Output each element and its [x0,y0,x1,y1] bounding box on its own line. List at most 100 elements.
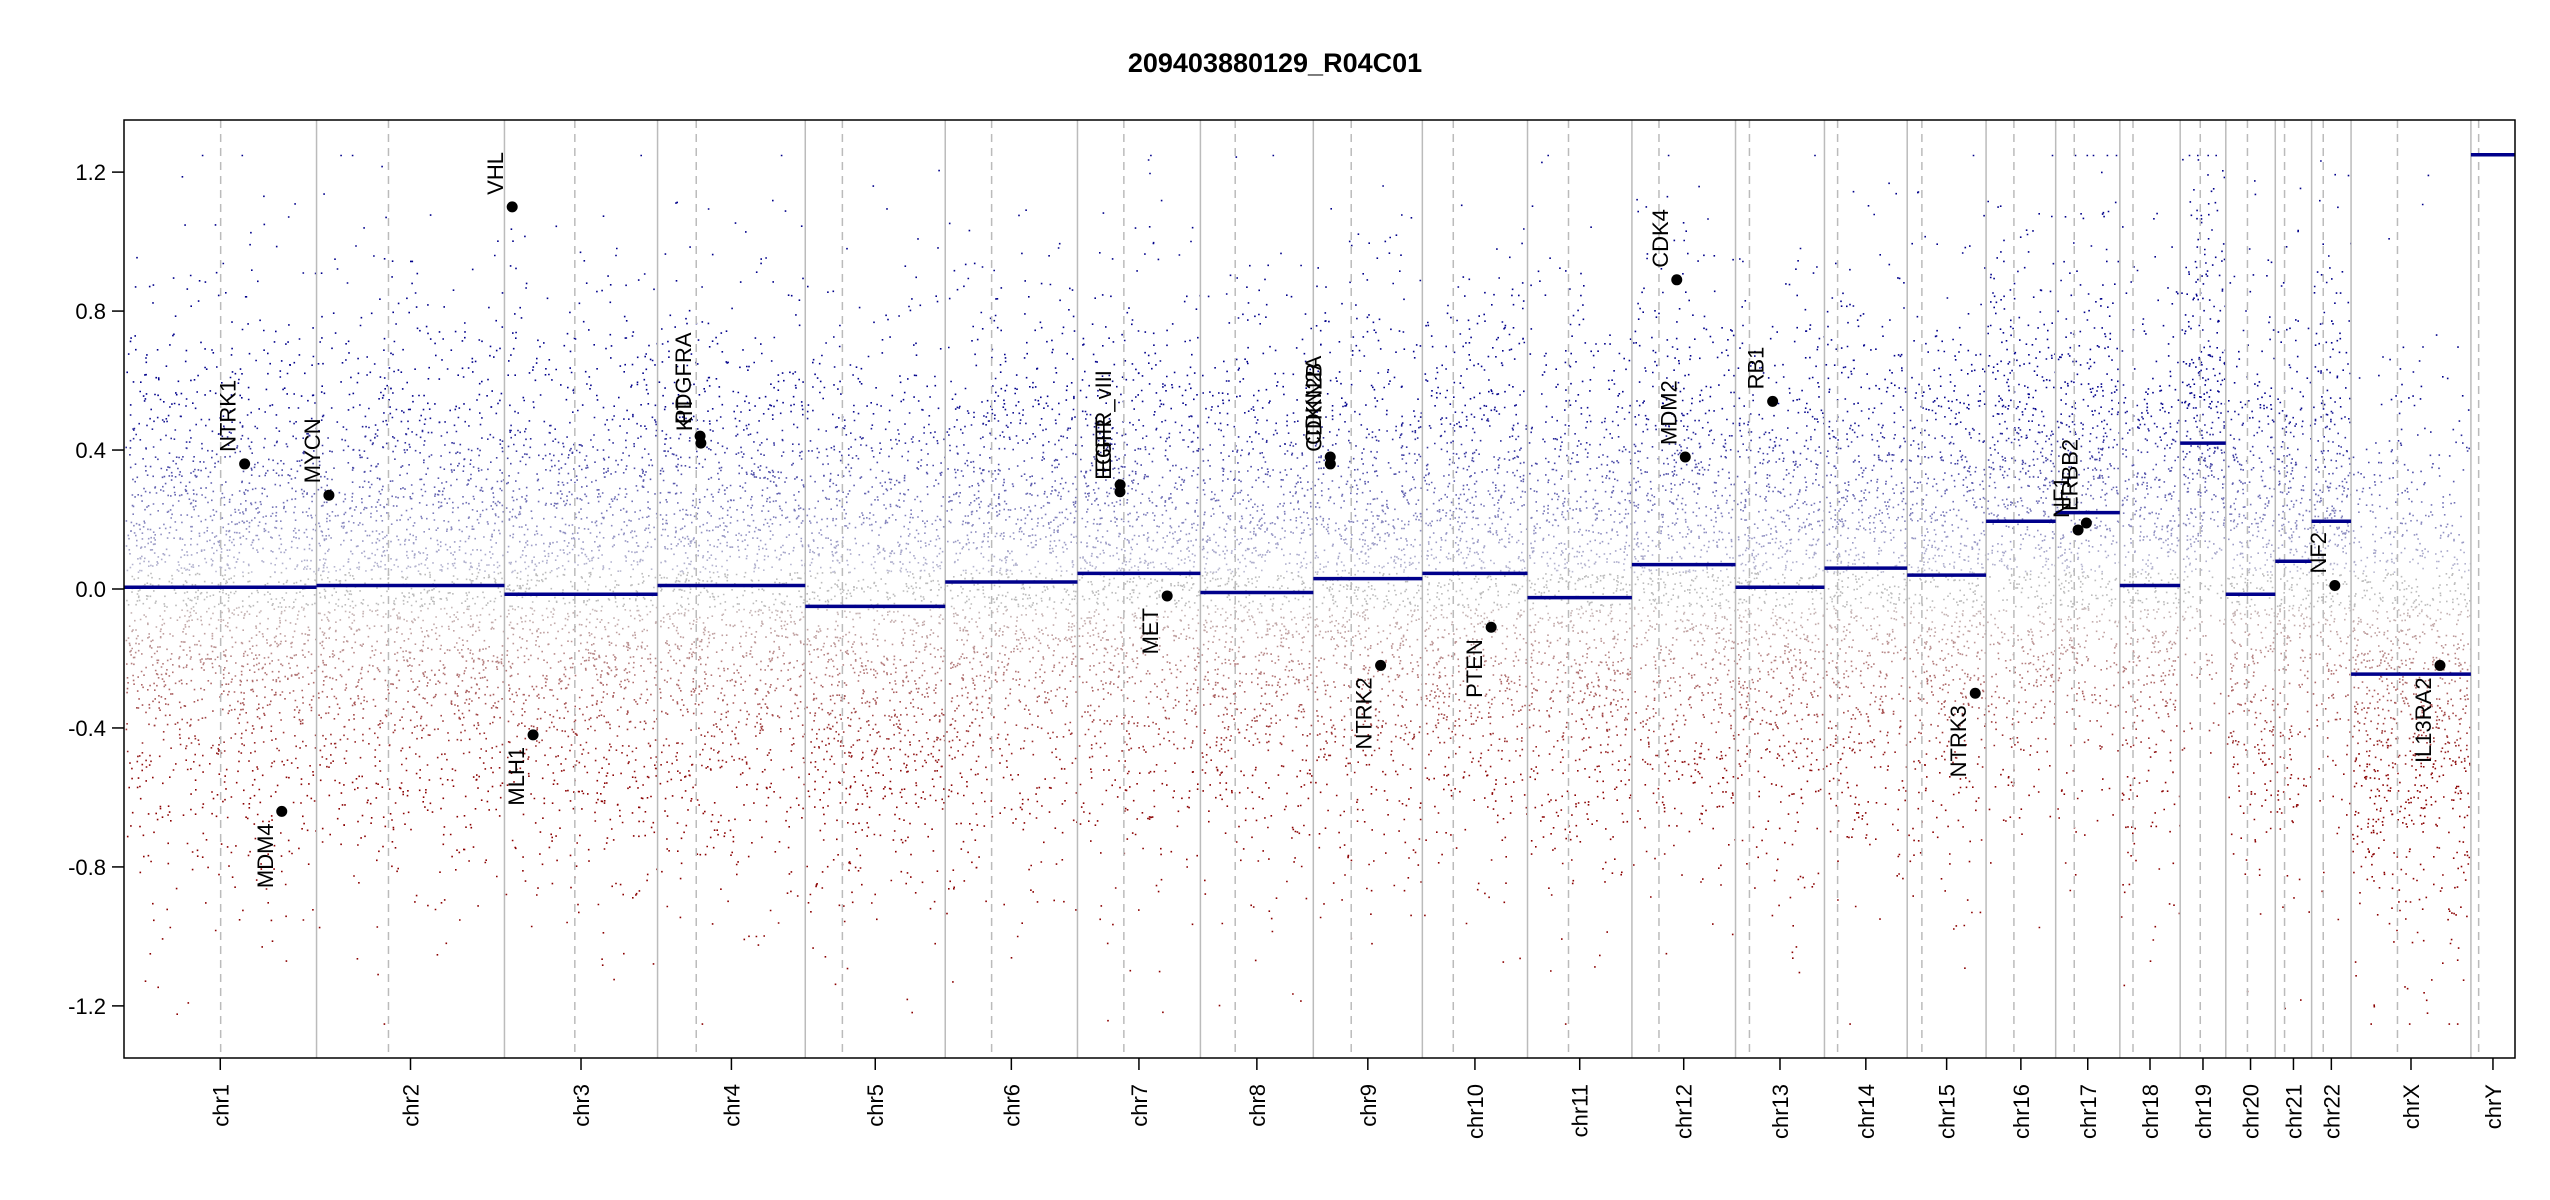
probe-point-group [136,689,2462,692]
probe-point-group [295,757,2466,760]
probe-point-group [132,505,2381,508]
probe-point-group [285,443,2173,445]
probe-point-group [169,526,2250,529]
gene-label: NTRK3 [1946,705,1971,777]
gene-label: NTRK2 [1352,677,1377,749]
probe-point-group [527,758,2292,761]
probe-point-group [347,408,2470,412]
probe-point-group [183,704,2454,707]
probe-point-group [130,653,2450,656]
chr-label: chrY [2481,1084,2506,1130]
probe-point-group [214,536,2395,539]
probe-point-group [153,682,2451,685]
probe-point-group [218,541,2465,544]
probe-point-group [169,617,2432,620]
probe-point-group [137,493,2451,496]
gene-marker-mdm2 [1679,451,1691,463]
x-axis: chr1 chr2 chr3 chr4 chr5 chr6 chr7 chr8 chr9 chr1… [208,1058,2506,1139]
probe-point-group [143,560,2207,563]
probe-point-group [131,494,2381,497]
probe-point-group [299,720,2372,723]
probe-point-group [939,738,1983,741]
gene-marker-egfr_viii [1114,479,1126,491]
probe-point-group [206,610,2463,614]
chr-label: chr18 [2138,1084,2163,1139]
probe-point-group [222,708,2464,711]
probe-point-group [150,646,2460,650]
probe-point-group [519,636,2349,639]
gene-label: CDK4 [1648,209,1673,268]
probe-point-group [128,548,2462,552]
probe-point-group [134,619,2391,623]
probe-point-group [194,778,1840,782]
probe-point-group [160,628,2433,631]
probe-point-group [126,154,2464,400]
gene-label: NF1 [2049,476,2074,518]
probe-point-group [458,546,2308,548]
probe-point-group [1222,479,1872,482]
probe-point-group [289,667,2347,670]
probe-point-group [133,531,2445,534]
probe-point-group [197,698,2392,702]
y-tick-label: -1.2 [68,994,106,1019]
probe-point-group [182,648,2465,652]
probe-point-group [223,740,2435,744]
probe-point-group [241,434,2256,438]
probe-point-group [224,655,2384,658]
probe-point-group [981,401,2242,403]
chr-label: chr14 [1854,1084,1879,1139]
probe-point-group [204,716,2431,719]
probe-point-group [212,559,2389,562]
probe-point-group [188,497,2410,501]
probe-point-group [135,433,2463,437]
gene-label: PDGFRA [671,332,696,424]
probe-point-group [218,432,2304,435]
probe-point-group [218,749,2462,752]
probe-point-group [148,606,2396,610]
probe-point-group [258,407,2325,411]
probe-point-group [162,738,2458,742]
probe-point-group [175,528,2317,531]
probe-point-group [184,705,2467,708]
chr-label: chr3 [569,1084,594,1127]
gene-label: CDKN2B [1301,363,1326,452]
probe-point-group [125,728,2446,731]
probe-point-group [192,470,2422,473]
probe-point-group [137,634,2455,638]
probe-point-group [274,482,2425,486]
probe-point-group [326,517,2405,520]
chr-label: chr4 [719,1084,744,1127]
probe-point-group [212,612,2449,615]
probe-point-group [125,639,2400,642]
probe-point-group [224,624,2432,627]
probe-point-group [183,567,2453,570]
probe-point-group [399,519,2216,521]
probe-point-group [194,474,2381,477]
probe-point-group [578,761,1954,764]
probe-point-group [128,642,2405,645]
probe-point-group [150,541,2361,543]
probe-point-group [143,673,2458,677]
probe-point-group [961,653,1670,655]
probe-point-group [133,429,2203,432]
probe-point-group [625,465,628,467]
probe-point-group [609,727,1923,730]
probe-point-group [205,467,2440,470]
probe-point-group [133,427,2426,430]
probe-point-group [255,633,2385,637]
probe-point-group [1559,690,1582,692]
probe-point-group [139,561,2419,565]
probe-point-group [155,625,2311,628]
probe-point-group [169,405,2342,409]
probe-point-group [201,442,2464,445]
probe-point-group [135,522,2449,526]
probe-point-group [446,758,2413,761]
gene-marker-pten [1485,621,1497,633]
probe-point-group [164,713,2446,717]
probe-point-group [179,616,2411,619]
probe-point-group [139,528,2163,531]
probe-point-group [364,506,2225,509]
gene-label: NF2 [2306,532,2331,574]
probe-point-group [158,700,2423,704]
probe-point-group [126,723,2461,726]
